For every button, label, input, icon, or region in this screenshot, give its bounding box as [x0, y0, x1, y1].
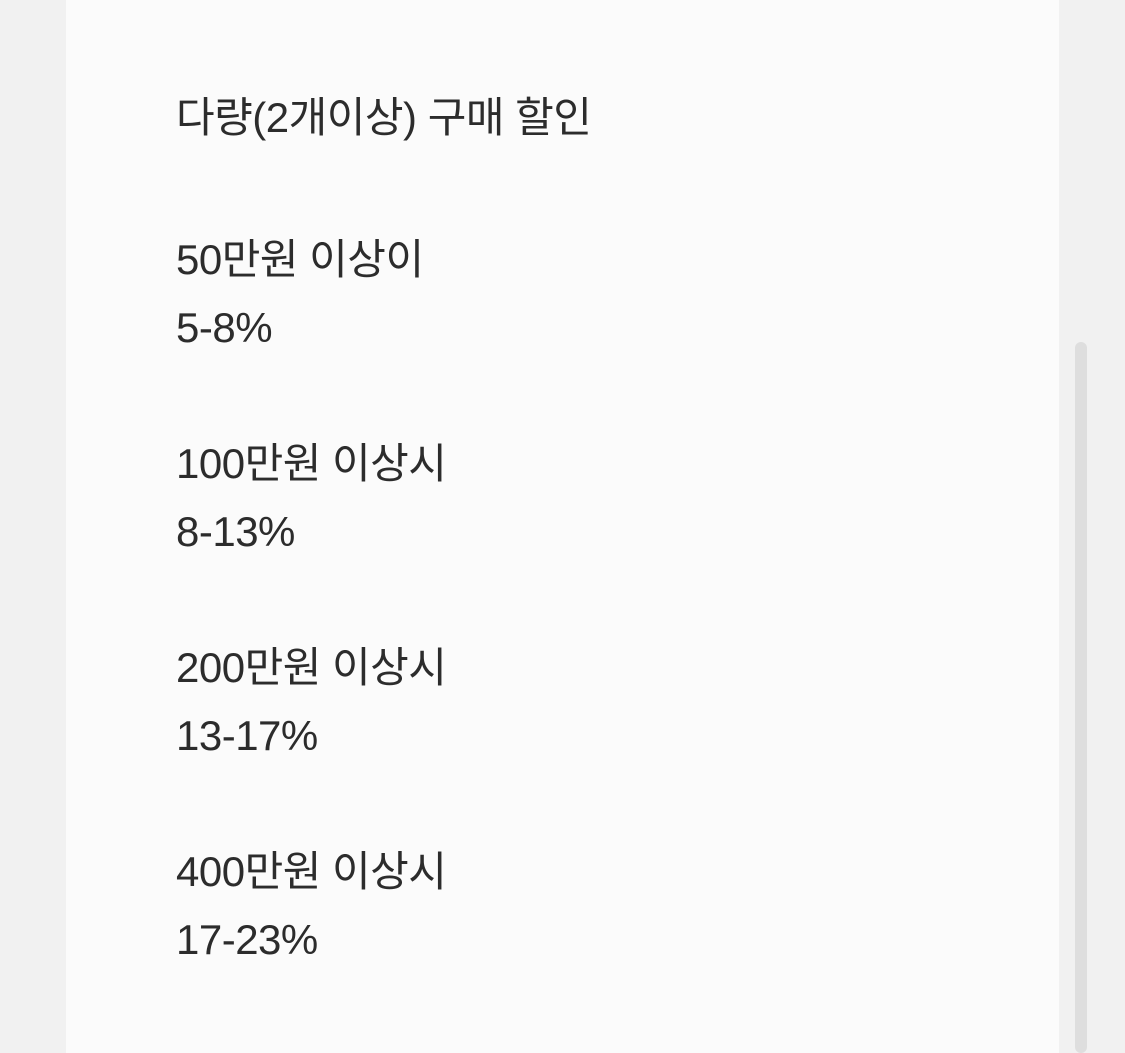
discount-tier-list: 50만원 이상이 5-8% 100만원 이상시 8-13% 200만원 이상시 …: [176, 226, 447, 974]
vertical-scrollbar-thumb[interactable]: [1075, 342, 1087, 1053]
list-item: 50만원 이상이 5-8%: [176, 226, 446, 362]
tier-threshold-label: 200만원 이상시: [176, 644, 447, 692]
tier-threshold-label: 400만원 이상시: [176, 848, 447, 896]
tier-rate-value: 13-17%: [176, 712, 318, 760]
list-item: 200만원 이상시 13-17%: [176, 634, 447, 770]
discount-info-panel: 다량(2개이상) 구매 할인 50만원 이상이 5-8% 100만원 이상시 8…: [66, 0, 1059, 1053]
tier-rate-value: 5-8%: [176, 304, 273, 352]
right-gutter: [1059, 0, 1125, 1053]
tier-threshold-label: 50만원 이상이: [176, 236, 424, 283]
tier-rate-value: 17-23%: [176, 916, 318, 964]
tier-rate-value: 8-13%: [176, 508, 295, 556]
page-title: 다량(2개이상) 구매 할인: [176, 94, 592, 141]
list-item: 400만원 이상시 17-23%: [176, 838, 447, 974]
list-item: 100만원 이상시 8-13%: [176, 430, 447, 566]
tier-threshold-label: 100만원 이상시: [176, 440, 447, 488]
left-gutter: [0, 0, 66, 1053]
